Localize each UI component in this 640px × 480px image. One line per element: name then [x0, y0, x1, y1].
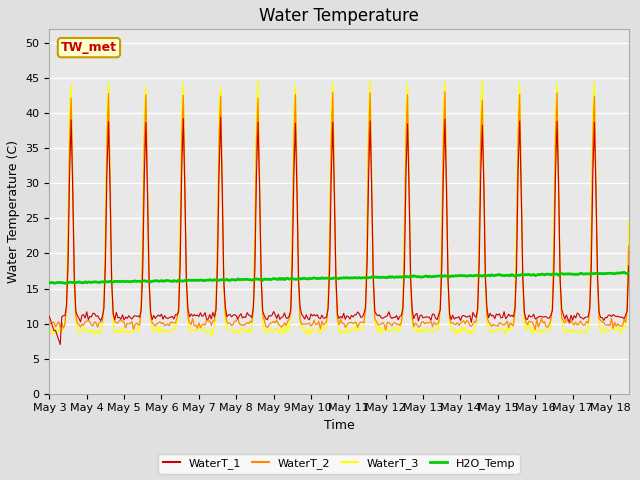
X-axis label: Time: Time: [324, 419, 355, 432]
Y-axis label: Water Temperature (C): Water Temperature (C): [7, 140, 20, 283]
Legend: WaterT_1, WaterT_2, WaterT_3, H2O_Temp: WaterT_1, WaterT_2, WaterT_3, H2O_Temp: [159, 454, 520, 474]
Text: TW_met: TW_met: [61, 41, 117, 54]
Title: Water Temperature: Water Temperature: [259, 7, 419, 25]
